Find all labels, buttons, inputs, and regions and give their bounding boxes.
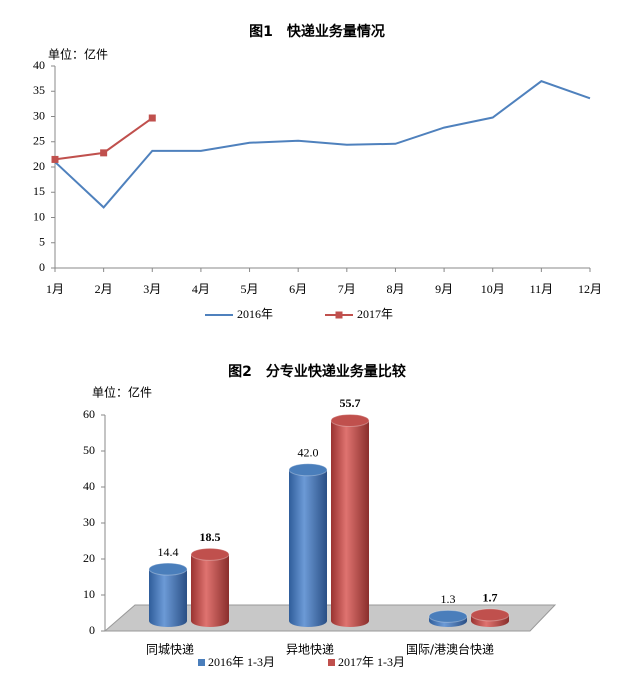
value-label: 1.3 xyxy=(441,592,456,606)
x-tick-label: 9月 xyxy=(435,282,453,296)
y-tick-label: 20 xyxy=(83,551,95,565)
value-label: 14.4 xyxy=(158,545,179,559)
marker xyxy=(100,149,108,157)
chart-title: 图2 分专业快递业务量比较 xyxy=(228,363,406,380)
y-tick-label: 20 xyxy=(33,159,45,173)
legend-label: 2017年 1-3月 xyxy=(338,655,405,669)
x-tick-label: 4月 xyxy=(192,282,210,296)
y-tick-label: 0 xyxy=(89,623,95,637)
value-label: 1.7 xyxy=(483,591,498,605)
y-tick-label: 60 xyxy=(83,407,95,421)
legend-marker xyxy=(328,659,335,666)
bar xyxy=(191,554,229,627)
y-tick-label: 15 xyxy=(33,184,45,198)
x-tick-label: 8月 xyxy=(386,282,404,296)
y-tick-label: 35 xyxy=(33,83,45,97)
y-tick-label: 10 xyxy=(33,209,45,223)
unit-label: 单位：亿件 xyxy=(92,385,152,400)
y-tick-label: 30 xyxy=(83,515,95,529)
x-tick-label: 国际/港澳台快递 xyxy=(406,642,494,657)
x-tick-label: 10月 xyxy=(481,282,505,296)
legend-label: 2016年 1-3月 xyxy=(208,655,275,669)
legend-marker xyxy=(198,659,205,666)
y-tick-label: 10 xyxy=(83,587,95,601)
unit-label: 单位：亿件 xyxy=(48,47,108,62)
y-tick-label: 30 xyxy=(33,108,45,122)
x-tick-label: 异地快递 xyxy=(286,643,334,657)
bar xyxy=(149,569,187,627)
x-tick-label: 2月 xyxy=(95,282,113,296)
x-tick-label: 6月 xyxy=(289,282,307,296)
x-tick-label: 3月 xyxy=(143,282,161,296)
legend-marker xyxy=(335,311,343,319)
bar-top xyxy=(330,413,370,427)
bar-top xyxy=(148,562,188,576)
legend-label: 2017年 xyxy=(357,307,393,321)
y-tick-label: 40 xyxy=(83,479,95,493)
x-tick-label: 12月 xyxy=(578,282,602,296)
y-tick-label: 0 xyxy=(39,260,45,274)
bar-top xyxy=(428,609,468,623)
y-tick-label: 5 xyxy=(39,235,45,249)
x-tick-label: 11月 xyxy=(530,282,554,296)
bar-top xyxy=(288,463,328,477)
bar xyxy=(289,469,327,627)
bar xyxy=(331,420,369,627)
marker xyxy=(51,155,59,163)
y-tick-label: 25 xyxy=(33,134,45,148)
bar-top xyxy=(190,547,230,561)
x-tick-label: 7月 xyxy=(338,282,356,296)
y-tick-label: 50 xyxy=(83,443,95,457)
y-tick-label: 40 xyxy=(33,58,45,72)
x-tick-label: 同城快递 xyxy=(146,643,194,657)
value-label: 55.7 xyxy=(340,396,361,410)
value-label: 18.5 xyxy=(200,530,221,544)
marker xyxy=(148,114,156,122)
series-line xyxy=(54,80,591,209)
legend-label: 2016年 xyxy=(237,307,273,321)
value-label: 42.0 xyxy=(298,446,319,460)
chart-title: 图1 快递业务量情况 xyxy=(249,23,385,40)
x-tick-label: 5月 xyxy=(241,282,259,296)
x-tick-label: 1月 xyxy=(46,282,64,296)
bar-top xyxy=(470,608,510,622)
